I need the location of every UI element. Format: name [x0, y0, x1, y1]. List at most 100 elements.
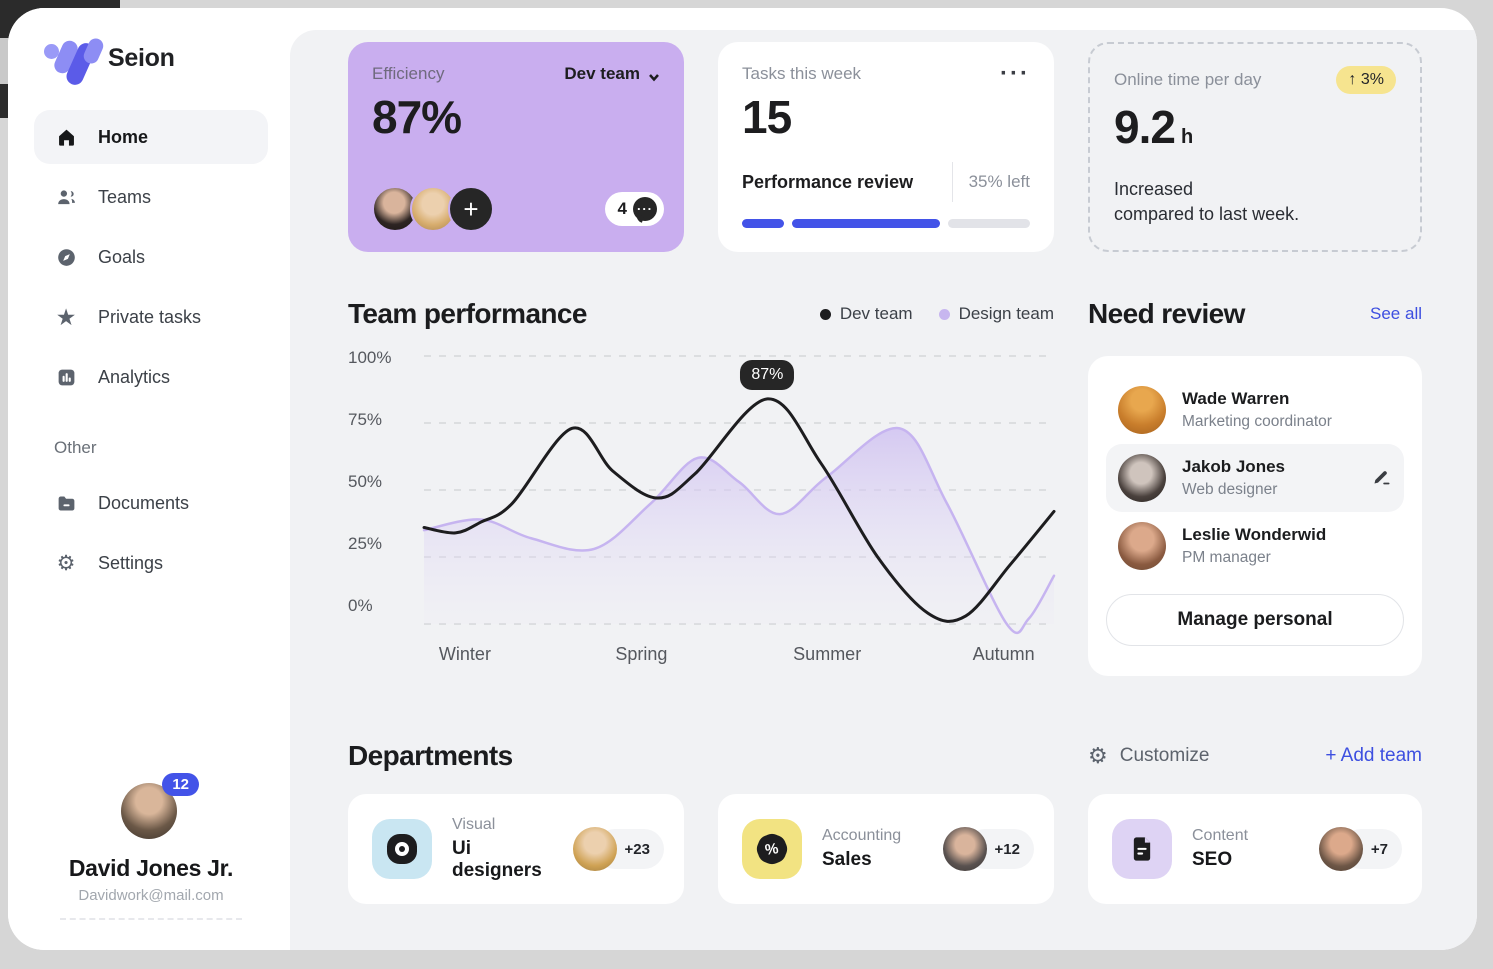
- department-card-visual[interactable]: Visual Ui designers +23: [348, 794, 684, 904]
- tasks-value: 15: [742, 91, 792, 143]
- review-person-row-selected[interactable]: Jakob Jones Web designer: [1106, 444, 1404, 512]
- chevron-down-icon: [648, 68, 660, 82]
- person-role: Marketing coordinator: [1182, 413, 1332, 430]
- team-avatars: +: [372, 186, 494, 232]
- online-unit: h: [1180, 126, 1193, 148]
- progress-segment: [792, 219, 940, 228]
- customize-button[interactable]: ⚙ Customize: [1088, 743, 1210, 768]
- department-name: SEO: [1192, 849, 1233, 870]
- progress-segment-remaining: [948, 219, 1030, 228]
- legend-design-team[interactable]: Design team: [938, 304, 1054, 324]
- chart-plot-area[interactable]: 87% Winter Spring Summer Autumn: [422, 355, 1056, 664]
- online-label: Online time per day: [1114, 70, 1262, 89]
- progress-segment: [742, 219, 784, 228]
- avatar: [1318, 827, 1363, 871]
- avatar: [1118, 454, 1166, 502]
- percent-badge-icon: %: [742, 819, 802, 879]
- task-name: Performance review: [742, 171, 914, 192]
- online-value: 9.2 h: [1114, 101, 1193, 153]
- users-icon: [54, 185, 78, 209]
- more-options-icon[interactable]: ···: [1000, 60, 1030, 87]
- see-all-link[interactable]: See all: [1370, 304, 1422, 323]
- sidebar-item-label: Analytics: [98, 366, 171, 387]
- delta-badge: ↑ 3%: [1336, 66, 1396, 94]
- sidebar-item-settings[interactable]: ⚙ Settings: [34, 536, 268, 590]
- sidebar-item-home[interactable]: Home: [34, 110, 268, 164]
- y-axis-labels: 100% 75% 50% 25% 0%: [348, 348, 392, 615]
- user-profile[interactable]: 12 David Jones Jr. Davidwork@mail.com: [34, 773, 268, 926]
- review-person-row[interactable]: Leslie Wonderwid PM manager: [1106, 512, 1404, 580]
- seion-logo-icon: [42, 36, 106, 88]
- online-time-card: Online time per day ↑ 3% 9.2 h Increased …: [1088, 42, 1422, 252]
- x-axis-labels: Winter Spring Summer Autumn: [438, 644, 1035, 664]
- avatar: [1118, 522, 1166, 570]
- need-review-card: Wade Warren Marketing coordinator Jakob …: [1088, 356, 1422, 676]
- chat-icon: [633, 197, 657, 221]
- chart-tooltip: 87%: [740, 359, 795, 390]
- tasks-card: Tasks this week ··· 15 Performance revie…: [718, 42, 1054, 252]
- add-member-button[interactable]: +: [448, 186, 494, 232]
- sidebar-item-label: Documents: [98, 492, 190, 513]
- legend-dev-team[interactable]: Dev team: [819, 304, 913, 324]
- task-remaining: 35% left: [951, 162, 1030, 202]
- chat-count-pill[interactable]: 4: [604, 192, 664, 226]
- team-performance-title: Team performance: [348, 298, 587, 329]
- person-name: Leslie Wonderwid: [1182, 525, 1327, 544]
- department-category: Visual: [452, 816, 496, 833]
- user-email: Davidwork@mail.com: [78, 887, 224, 904]
- star-icon: ★: [55, 303, 77, 330]
- app-name: Seion: [108, 43, 175, 72]
- sidebar-item-goals[interactable]: Goals: [34, 230, 268, 284]
- sidebar-item-documents[interactable]: Documents: [34, 476, 268, 530]
- home-icon: [54, 125, 78, 149]
- manage-personal-button[interactable]: Manage personal: [1106, 594, 1404, 646]
- efficiency-value: 87%: [372, 91, 462, 143]
- notification-badge: 12: [162, 773, 199, 796]
- department-card-content[interactable]: Content SEO +7: [1088, 794, 1422, 904]
- online-note: Increased compared to last week.: [1114, 179, 1300, 224]
- gear-icon: ⚙: [56, 551, 76, 575]
- bar-chart-icon: [54, 365, 78, 389]
- person-name: Wade Warren: [1182, 389, 1290, 408]
- department-card-accounting[interactable]: % Accounting Sales +12: [718, 794, 1054, 904]
- user-name: David Jones Jr.: [68, 855, 234, 881]
- main-nav: Home Teams Goals ★ Private tasks: [34, 110, 268, 404]
- sidebar-item-label: Settings: [98, 552, 164, 573]
- document-icon: [1112, 819, 1172, 879]
- department-name: Ui designers: [452, 838, 542, 881]
- gear-icon: ⚙: [1088, 743, 1108, 768]
- team-performance-chart: 100% 75% 50% 25% 0% 87% Winter Spring Summe…: [348, 348, 1056, 696]
- department-category: Accounting: [822, 827, 902, 844]
- efficiency-label: Efficiency: [372, 64, 445, 83]
- person-name: Jakob Jones: [1182, 457, 1285, 476]
- edit-pencil-icon[interactable]: [1372, 466, 1392, 491]
- sidebar-item-private-tasks[interactable]: ★ Private tasks: [34, 290, 268, 344]
- avatar: [1118, 386, 1166, 434]
- team-selector-dropdown[interactable]: Dev team: [564, 64, 660, 84]
- person-role: PM manager: [1182, 549, 1271, 566]
- legend-dot: [819, 308, 831, 320]
- other-nav: Documents ⚙ Settings: [34, 476, 268, 590]
- task-progress-bar: [742, 219, 1030, 228]
- departments-title: Departments: [348, 740, 513, 771]
- sidebar-section-other: Other: [54, 438, 97, 457]
- department-category: Content: [1192, 827, 1249, 844]
- tasks-label: Tasks this week: [742, 64, 862, 83]
- main-content: Efficiency Dev team 87% +: [290, 30, 1477, 950]
- divider: [59, 918, 243, 920]
- department-name: Sales: [822, 849, 872, 870]
- review-person-row[interactable]: Wade Warren Marketing coordinator: [1106, 376, 1404, 444]
- person-role: Web designer: [1182, 481, 1278, 498]
- sidebar-item-analytics[interactable]: Analytics: [34, 350, 268, 404]
- folder-icon: [54, 491, 78, 515]
- sidebar-item-label: Teams: [98, 186, 152, 207]
- compass-icon: [54, 245, 78, 269]
- sidebar-item-label: Private tasks: [98, 306, 202, 327]
- sidebar-item-teams[interactable]: Teams: [34, 170, 268, 224]
- need-review-title: Need review: [1088, 298, 1245, 329]
- app-logo[interactable]: Seion: [34, 36, 268, 88]
- legend-dot: [938, 308, 950, 320]
- efficiency-card: Efficiency Dev team 87% +: [348, 42, 684, 252]
- add-team-link[interactable]: + Add team: [1325, 745, 1422, 766]
- chat-count: 4: [617, 199, 627, 218]
